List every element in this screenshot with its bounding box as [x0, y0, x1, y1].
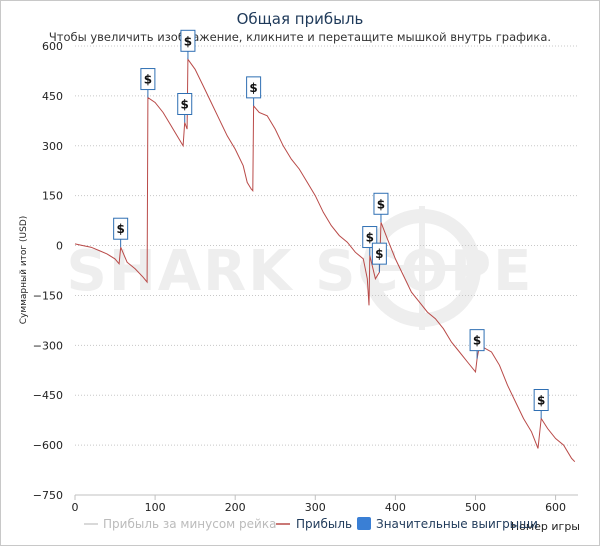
marker-label: $ — [366, 231, 374, 245]
y-tick-label: −750 — [33, 489, 63, 502]
y-tick-label: −150 — [33, 289, 63, 302]
legend-item-significant-wins[interactable]: Значительные выигрыши — [357, 517, 538, 531]
marker-box — [469, 329, 485, 352]
x-tick-label: 300 — [305, 501, 326, 514]
legend[interactable]: Прибыль за минусом рейка Прибыль Значите… — [84, 517, 538, 531]
marker-label: $ — [375, 247, 383, 261]
marker-box — [371, 242, 387, 265]
significant-win-marker[interactable]: $ — [113, 217, 129, 248]
watermark: SHARK SCOPE — [67, 206, 534, 330]
significant-win-marker[interactable]: $ — [177, 92, 193, 123]
significant-win-marker[interactable]: $ — [362, 226, 378, 256]
y-tick-label: 600 — [42, 40, 63, 53]
marker-box — [113, 217, 129, 240]
x-tick-label: 100 — [145, 501, 166, 514]
y-tick-label: 450 — [42, 90, 63, 103]
marker-box — [373, 192, 389, 215]
marker-label: $ — [116, 222, 124, 236]
legend-swatch-wins — [357, 517, 371, 530]
marker-label: $ — [184, 34, 192, 48]
x-axis-ticks: 0 100 200 300 400 500 600 — [72, 495, 566, 514]
significant-win-marker[interactable]: $ — [469, 329, 485, 359]
chart-subtitle: Чтобы увеличить изображение, кликните и … — [49, 30, 551, 44]
y-tick-label: −450 — [33, 389, 63, 402]
legend-item-profit[interactable]: Прибыль — [276, 517, 352, 531]
x-tick-label: 0 — [72, 501, 79, 514]
y-tick-label: 0 — [56, 240, 63, 253]
significant-win-marker[interactable]: $ — [371, 242, 387, 273]
x-axis-title: Номер игры — [511, 520, 580, 533]
significant-win-marker[interactable]: $ — [246, 76, 262, 106]
y-axis-title: Суммарный итог (USD) — [19, 216, 29, 325]
marker-box — [180, 29, 196, 52]
significant-win-marker[interactable]: $ — [180, 29, 196, 60]
watermark-text: SHARK SCOPE — [67, 239, 534, 304]
y-axis-ticks: 600 450 300 150 0 −150 −300 −450 −600 −750 — [33, 40, 63, 502]
x-tick-label: 500 — [465, 501, 486, 514]
marker-label: $ — [181, 97, 189, 111]
marker-box — [246, 76, 262, 99]
marker-box — [177, 92, 193, 115]
legend-item-net-profit[interactable]: Прибыль за минусом рейка — [84, 517, 276, 531]
x-tick-label: 600 — [545, 501, 566, 514]
y-tick-label: −300 — [33, 339, 63, 352]
y-tick-label: −600 — [33, 439, 63, 452]
marker-label: $ — [473, 334, 481, 348]
chart-title: Общая прибыль — [237, 10, 364, 28]
marker-label: $ — [249, 81, 257, 95]
legend-label-net: Прибыль за минусом рейка — [103, 517, 276, 531]
marker-label: $ — [537, 394, 545, 408]
significant-win-marker[interactable]: $ — [140, 68, 156, 98]
y-tick-label: 150 — [42, 190, 63, 203]
significant-win-marker[interactable]: $ — [533, 389, 549, 419]
significant-win-marker[interactable]: $ — [373, 192, 389, 223]
marker-box — [362, 226, 378, 249]
marker-label: $ — [144, 73, 152, 87]
marker-box — [140, 68, 156, 91]
y-tick-label: 300 — [42, 140, 63, 153]
legend-label-wins: Значительные выигрыши — [376, 517, 538, 531]
significant-wins-markers[interactable]: $$$$$$$$$$ — [113, 29, 549, 419]
x-tick-label: 400 — [385, 501, 406, 514]
x-tick-label: 200 — [225, 501, 246, 514]
legend-label-profit: Прибыль — [296, 517, 352, 531]
marker-label: $ — [377, 197, 385, 211]
marker-box — [533, 389, 549, 412]
